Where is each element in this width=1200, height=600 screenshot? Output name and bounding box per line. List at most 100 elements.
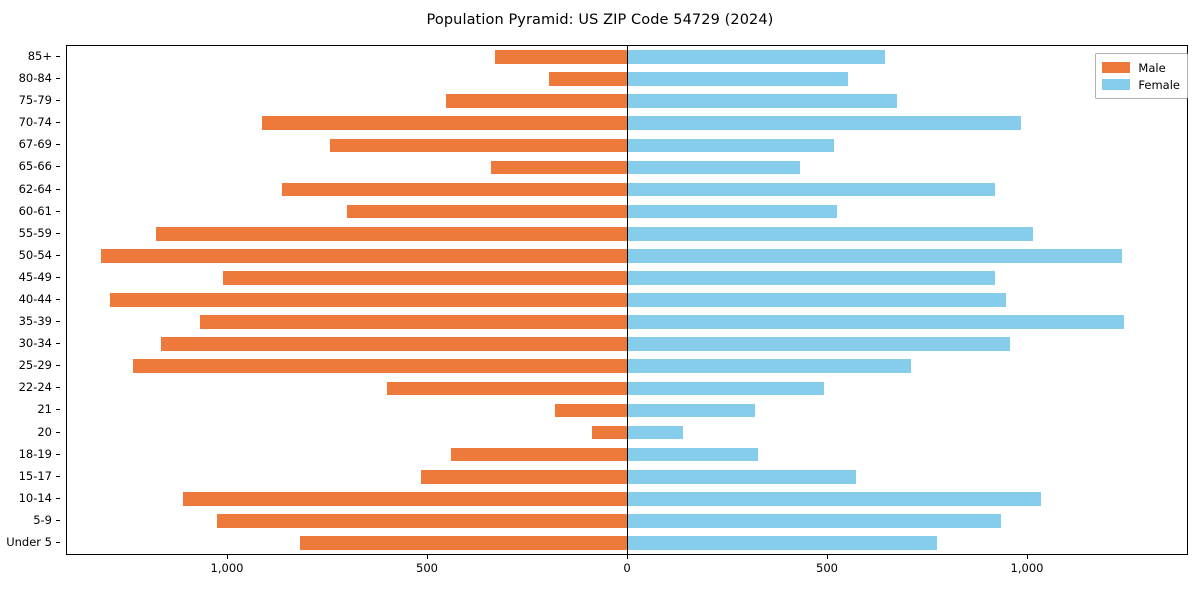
bar-female[interactable] — [627, 359, 911, 374]
bar-female[interactable] — [627, 226, 1034, 241]
y-axis-tick-label: 70-74 — [18, 115, 52, 130]
y-axis-tick-mark — [56, 365, 60, 367]
plot-area — [66, 45, 1188, 555]
bar-female[interactable] — [627, 315, 1124, 329]
bar-male[interactable] — [200, 315, 627, 329]
legend-swatch-male — [1102, 62, 1131, 73]
y-axis-tick-mark — [56, 541, 60, 543]
bar-row — [67, 447, 1187, 462]
y-axis-tick-mark — [56, 188, 60, 190]
y-axis-tick-mark — [56, 56, 60, 58]
y-axis-tick-label: Under 5 — [6, 534, 52, 549]
bar-male[interactable] — [282, 182, 627, 197]
y-axis-tick-label: 22-24 — [18, 380, 52, 395]
bar-male[interactable] — [299, 536, 627, 550]
y-axis-tick-label: 60-61 — [18, 203, 52, 218]
bar-male[interactable] — [222, 271, 627, 285]
bar-female[interactable] — [627, 469, 857, 484]
y-axis-tick-label: 80-84 — [18, 71, 52, 86]
x-axis-tick-mark — [827, 555, 828, 559]
bar-male[interactable] — [183, 491, 627, 506]
legend-item-male[interactable]: Male — [1102, 59, 1180, 76]
legend-swatch-female — [1102, 79, 1131, 90]
y-axis-tick-mark — [56, 166, 60, 168]
bar-male[interactable] — [109, 293, 627, 307]
bar-male[interactable] — [554, 403, 627, 418]
bar-male[interactable] — [330, 138, 627, 153]
bar-female[interactable] — [627, 447, 758, 462]
bar-female[interactable] — [627, 116, 1022, 131]
bar-female[interactable] — [627, 381, 825, 396]
bar-male[interactable] — [386, 381, 627, 396]
bar-female[interactable] — [627, 337, 1010, 351]
y-axis-tick-mark — [56, 122, 60, 124]
bar-female[interactable] — [627, 536, 938, 550]
bar-female[interactable] — [627, 204, 838, 219]
bar-male[interactable] — [156, 226, 627, 241]
y-axis-tick-mark — [56, 321, 60, 323]
bar-male[interactable] — [216, 514, 627, 528]
bars-layer — [67, 46, 1187, 554]
bar-female[interactable] — [627, 138, 835, 153]
bar-female[interactable] — [627, 94, 897, 109]
y-axis-tick-label: 55-59 — [18, 225, 52, 240]
bar-female[interactable] — [627, 248, 1123, 263]
bar-row — [67, 226, 1187, 241]
bar-row — [67, 160, 1187, 175]
bar-male[interactable] — [347, 204, 627, 219]
bar-row — [67, 248, 1187, 263]
y-axis-tick-label: 10-14 — [18, 490, 52, 505]
bar-male[interactable] — [549, 72, 627, 86]
bar-female[interactable] — [627, 403, 755, 418]
y-axis-tick-mark — [56, 100, 60, 102]
bar-row — [67, 182, 1187, 197]
bar-female[interactable] — [627, 182, 996, 197]
bar-row — [67, 271, 1187, 285]
bar-female[interactable] — [627, 491, 1041, 506]
bar-male[interactable] — [100, 248, 627, 263]
y-axis-tick-label: 18-19 — [18, 446, 52, 461]
bar-row — [67, 315, 1187, 329]
bar-male[interactable] — [451, 447, 627, 462]
x-axis-tick-label: 0 — [623, 561, 631, 575]
bar-row — [67, 469, 1187, 484]
bar-male[interactable] — [491, 160, 627, 175]
bar-male[interactable] — [445, 94, 627, 109]
bar-male[interactable] — [591, 425, 627, 440]
y-axis-tick-mark — [56, 453, 60, 455]
bar-male[interactable] — [261, 116, 627, 131]
bar-male[interactable] — [420, 469, 627, 484]
x-axis-tick-label: 1,000 — [1010, 561, 1044, 575]
y-axis-tick-label: 62-64 — [18, 181, 52, 196]
y-axis-tick-mark — [56, 144, 60, 146]
bar-female[interactable] — [627, 160, 801, 175]
y-axis-tick-label: 50-54 — [18, 247, 52, 262]
x-axis-tick-label: 500 — [416, 561, 438, 575]
bar-row — [67, 72, 1187, 86]
y-axis-tick-mark — [56, 343, 60, 345]
y-axis-tick-mark — [56, 497, 60, 499]
y-axis-tick-label: 35-39 — [18, 314, 52, 329]
bar-female[interactable] — [627, 514, 1002, 528]
y-axis-tick-mark — [56, 210, 60, 212]
chart-title: Population Pyramid: US ZIP Code 54729 (2… — [426, 12, 774, 28]
y-axis-tick-label: 65-66 — [18, 159, 52, 174]
bar-female[interactable] — [627, 50, 885, 64]
bar-row — [67, 359, 1187, 374]
bar-row — [67, 491, 1187, 506]
bar-female[interactable] — [627, 72, 849, 86]
legend-label-female: Female — [1138, 77, 1180, 92]
bar-row — [67, 293, 1187, 307]
y-axis-tick-label: 85+ — [27, 49, 52, 64]
y-axis-tick-mark — [56, 78, 60, 80]
bar-female[interactable] — [627, 271, 995, 285]
bar-female[interactable] — [627, 425, 683, 440]
bar-male[interactable] — [495, 50, 627, 64]
bar-male[interactable] — [161, 337, 627, 351]
bar-female[interactable] — [627, 293, 1007, 307]
bar-row — [67, 337, 1187, 351]
y-axis-tick-label: 75-79 — [18, 93, 52, 108]
bar-row — [67, 403, 1187, 418]
legend-item-female[interactable]: Female — [1102, 76, 1180, 93]
bar-male[interactable] — [133, 359, 627, 374]
